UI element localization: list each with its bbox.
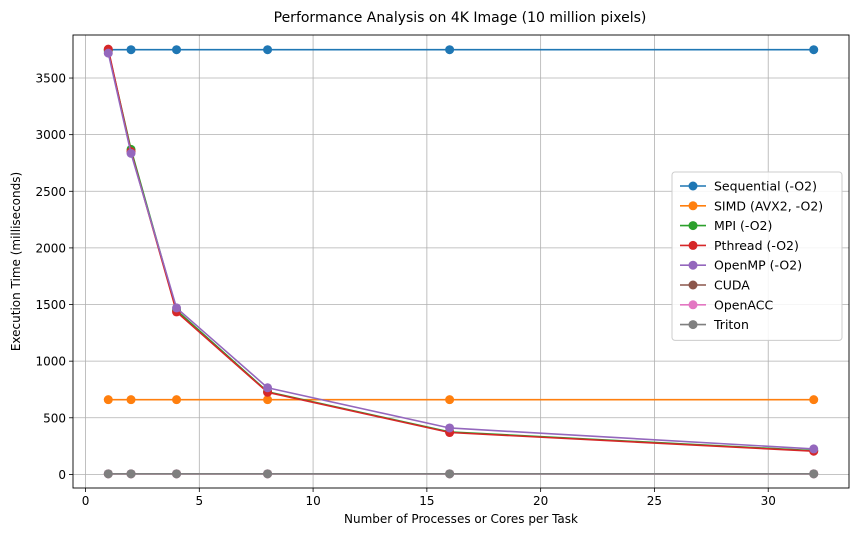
data-point [445,45,455,55]
y-tick-label: 3500 [35,72,66,86]
x-tick-label: 25 [647,494,662,508]
y-tick-label: 500 [43,411,66,425]
y-tick-label: 1000 [35,355,66,369]
data-point [445,395,455,405]
data-point [103,469,113,479]
legend-swatch-marker [688,221,698,231]
data-point [809,444,819,454]
legend-label: Sequential (-O2) [714,179,817,194]
data-point [103,395,113,405]
data-point [172,45,182,55]
data-point [263,383,273,393]
legend-label: Pthread (-O2) [714,238,799,253]
legend-label: OpenACC [714,297,773,312]
y-tick-label: 3000 [35,128,66,142]
chart-title: Performance Analysis on 4K Image (10 mil… [274,10,647,26]
data-point [126,395,136,405]
data-point [103,48,113,58]
data-point [263,395,273,405]
series-line [107,52,814,450]
legend-label: OpenMP (-O2) [714,258,802,273]
legend-swatch-marker [688,280,698,290]
series-7 [103,469,819,479]
data-point [172,303,182,313]
data-point [445,423,455,433]
data-point [809,45,819,55]
data-point [126,148,136,158]
legend: Sequential (-O2) SIMD (AVX2, -O2) MPI (-O2… [671,171,843,341]
y-axis-label: Execution Time (milliseconds) [9,172,23,351]
data-point [263,469,273,479]
data-point [809,469,819,479]
x-tick-label: 20 [533,494,548,508]
x-axis-label: Number of Processes or Cores per Task [344,512,578,526]
legend-swatch-marker [688,181,698,191]
legend-swatch-marker [688,260,698,270]
series-lines [103,44,819,479]
axis-ticks: 0 5 10 15 20 25 30 0 500 1000 1500 2000 2500 3000 3500 [35,72,775,508]
y-tick-label: 2000 [35,241,66,255]
legend-label: MPI (-O2) [714,218,772,233]
legend-swatch-marker [688,201,698,211]
y-tick-label: 1500 [35,298,66,312]
x-tick-label: 5 [195,494,203,508]
data-point [172,469,182,479]
x-tick-label: 30 [761,494,776,508]
x-tick-label: 10 [305,494,320,508]
y-tick-label: 2500 [35,185,66,199]
legend-swatch-marker [688,320,698,330]
data-point [126,45,136,55]
plot-frame [72,34,850,489]
legend-swatch-marker [688,240,698,250]
data-point [263,45,273,55]
series-4 [103,48,819,454]
data-point [126,469,136,479]
legend-swatch-marker [688,300,698,310]
data-point [809,395,819,405]
legend-label: Triton [713,317,749,332]
data-point [172,395,182,405]
x-tick-label: 0 [82,494,90,508]
legend-label: CUDA [714,278,750,293]
series-0 [103,45,819,55]
y-tick-label: 0 [58,468,66,482]
legend-label: SIMD (AVX2, -O2) [714,198,823,213]
x-tick-label: 15 [419,494,434,508]
series-1 [103,395,819,405]
legend-box [671,171,843,341]
data-point [445,469,455,479]
